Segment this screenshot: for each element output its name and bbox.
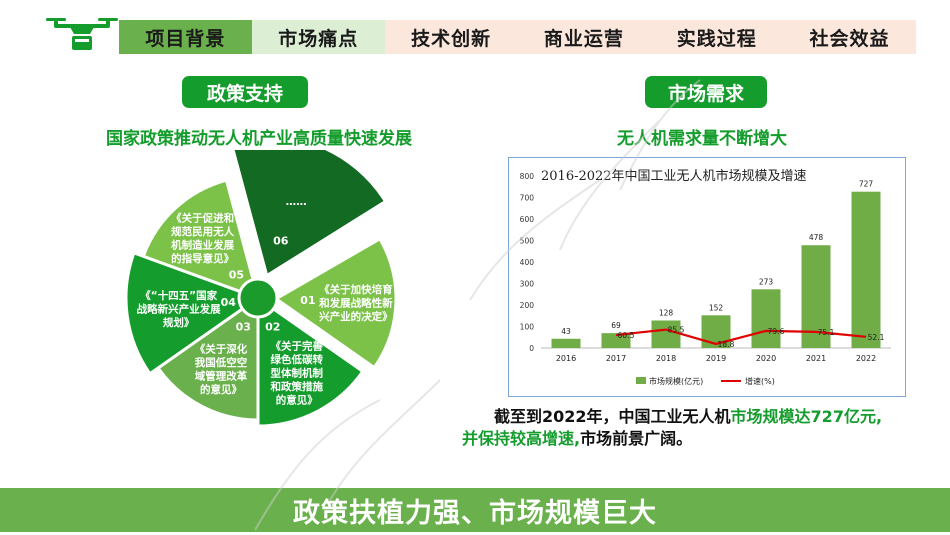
y-tick-label: 500 [520, 237, 535, 246]
tab-business-operation[interactable]: 商业运营 [517, 20, 651, 54]
market-size-chart: 2016-2022年中国工业无人机市场规模及增速 0 100 200 300 400 500… [520, 168, 891, 386]
chart-title: 2016-2022年中国工业无人机市场规模及增速 [541, 168, 807, 184]
bottom-banner: 政策扶植力强、市场规模巨大 [0, 488, 950, 532]
x-tick-label: 2021 [806, 354, 826, 363]
x-tick-label: 2018 [656, 354, 676, 363]
y-tick-label: 0 [529, 344, 534, 353]
policy-segment-shape [141, 178, 261, 301]
policy-segment-text-line: 型体制机制 [271, 367, 324, 380]
policy-segment-text-line: 《关于完善 [271, 340, 324, 353]
policy-segment-text-line: 我国低空空 [195, 356, 248, 369]
y-tick-label: 200 [520, 301, 535, 310]
growth-rate-label: 75.1 [818, 328, 835, 337]
policy-segment-number: 04 [221, 296, 237, 309]
conclusion-plain-2: 市场前景广阔。 [580, 429, 693, 448]
policy-segment-text-line: 战略新兴产业发展 [137, 302, 221, 315]
chart-frame: 2016-2022年中国工业无人机市场规模及增速 0 100 200 300 400 500… [508, 157, 906, 397]
policy-segment-number: 01 [300, 294, 315, 307]
tab-tech-innovation[interactable]: 技术创新 [384, 20, 518, 54]
policy-segment-text-line: …… [286, 196, 307, 208]
y-tick-label: 700 [520, 194, 535, 203]
policy-segment-text-line: 的意见》 [276, 394, 318, 407]
policy-segment-text-line: 机制造业发展 [171, 238, 234, 251]
x-tick-label: 2022 [856, 354, 876, 363]
policy-segment-shape [273, 236, 398, 370]
market-subtitle: 无人机需求量不断增大 [617, 129, 787, 149]
bar-2020 [751, 289, 781, 348]
policy-segment-text-line: 《关于加快培育 [319, 283, 393, 296]
policy-segment-text-line: 绿色低碳转 [271, 353, 324, 366]
legend-bar-label: 市场规模(亿元) [649, 376, 703, 386]
y-tick-label: 400 [520, 258, 535, 267]
policy-pie-center [237, 277, 279, 319]
growth-rate-label: 79.6 [768, 327, 785, 336]
bar-value-label: 152 [709, 303, 724, 312]
bar-value-label: 727 [859, 180, 874, 189]
bar-value-label: 478 [809, 233, 824, 242]
policy-support-pill: 政策支持 [182, 76, 308, 108]
conclusion-highlight-2: 并保持较高增速, [462, 429, 581, 448]
tab-practice-process[interactable]: 实践过程 [650, 20, 784, 54]
bar-2022 [851, 191, 881, 348]
policy-segment-text-line: 域管理改革 [195, 370, 248, 383]
policy-segment-number: 03 [236, 320, 251, 333]
bar-value-label: 43 [561, 327, 571, 336]
x-tick-label: 2016 [556, 354, 576, 363]
policy-segment-text-line: 和发展战略性新 [318, 296, 393, 309]
policy-segment-text-line: 的意见》 [200, 383, 242, 396]
policy-segment-number: 06 [273, 234, 289, 247]
policy-segment-number: 02 [265, 320, 280, 333]
y-tick-label: 100 [520, 323, 535, 332]
top-nav: 项目背景 市场痛点 技术创新 商业运营 实践过程 社会效益 [119, 20, 916, 54]
policy-segment-text-line: 《“十四五”国家 [140, 289, 217, 302]
legend-bar-swatch [636, 377, 646, 384]
x-tick-label: 2020 [756, 354, 776, 363]
x-tick-label: 2017 [606, 354, 626, 363]
policy-segment-text-line: 和政策措施 [270, 380, 324, 393]
policy-segment-text-line: 规划》 [163, 316, 195, 329]
conclusion-text: 截至到2022年，中国工业无人机市场规模达727亿元, 并保持较高增速,市场前景… [462, 406, 932, 450]
bottom-banner-text: 政策扶植力强、市场规模巨大 [293, 497, 657, 529]
policy-segment-text-line: 规范民用无人 [171, 225, 234, 238]
y-tick-label: 600 [520, 215, 535, 224]
x-tick-label: 2019 [706, 354, 726, 363]
policy-segment-shape [124, 250, 262, 376]
bar-value-label: 69 [611, 321, 621, 330]
tab-project-background[interactable]: 项目背景 [119, 20, 252, 54]
policy-segment-shape [155, 295, 260, 422]
bar-2016 [551, 338, 581, 348]
growth-rate-line [615, 328, 867, 346]
policy-segment-number: 05 [229, 268, 244, 281]
tab-social-benefit[interactable]: 社会效益 [783, 20, 916, 54]
y-tick-label: 800 [520, 172, 535, 181]
tab-market-pain-points[interactable]: 市场痛点 [251, 20, 385, 54]
growth-rate-label: 52.1 [868, 333, 885, 342]
drone-logo-icon [46, 18, 118, 50]
growth-rate-label: 85.5 [668, 326, 685, 335]
market-demand-pill: 市场需求 [645, 76, 767, 108]
policy-segment-shape [231, 150, 388, 279]
growth-rate-label: 18.8 [718, 340, 735, 349]
policy-segment-06: 06 …… [231, 150, 388, 279]
legend-line-label: 增速(%) [745, 376, 775, 386]
bar-2018 [651, 320, 681, 348]
policy-subtitle: 国家政策推动无人机产业高质量快速发展 [106, 129, 412, 149]
policy-segment-text-line: 《关于促进和 [171, 211, 234, 224]
bar-2017 [601, 333, 631, 348]
conclusion-plain-1: 截至到2022年，中国工业无人机 [494, 407, 731, 426]
bar-value-label: 273 [759, 277, 774, 286]
bar-value-label: 128 [659, 308, 674, 317]
conclusion-highlight-1: 市场规模达727亿元, [730, 407, 883, 426]
policy-segment-text-line: 的指导意见》 [171, 252, 234, 265]
y-tick-label: 300 [520, 280, 535, 289]
growth-rate-label: 60.5 [618, 331, 635, 340]
policy-segment-text-line: 兴产业的决定》 [319, 310, 393, 323]
policy-segment-text-line: 《关于深化 [195, 343, 248, 356]
